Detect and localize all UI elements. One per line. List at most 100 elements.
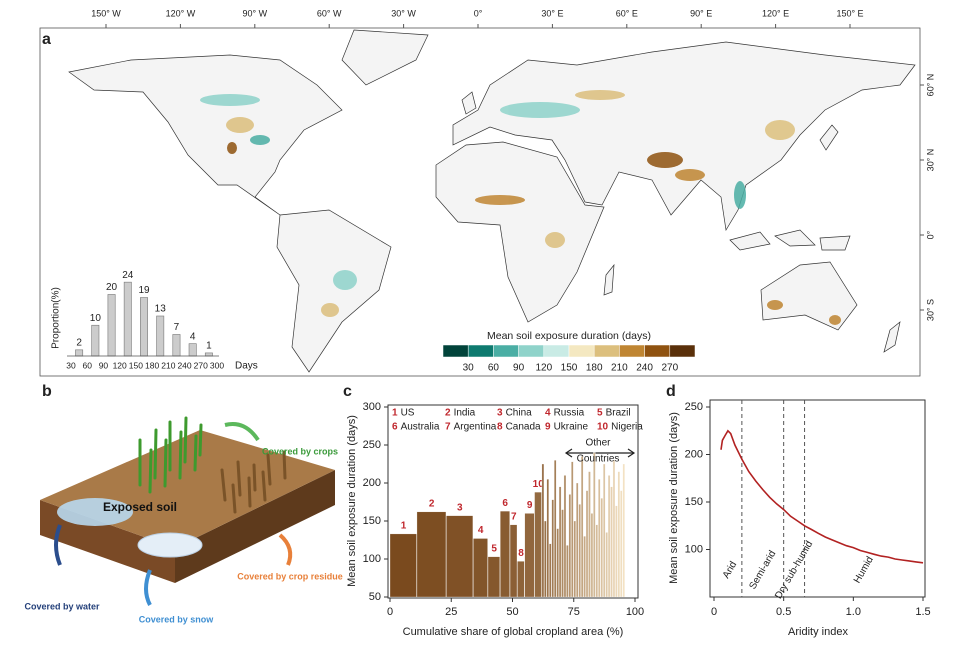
bar bbox=[595, 524, 598, 598]
bar-rank-label: 7 bbox=[511, 511, 517, 522]
legend-name: Argentina bbox=[454, 422, 497, 433]
bar bbox=[583, 536, 586, 598]
bar bbox=[620, 490, 623, 598]
illustration-label: Covered by crops bbox=[262, 446, 338, 456]
bar-rank-label: 4 bbox=[478, 525, 484, 536]
value-label: 4 bbox=[190, 331, 196, 342]
bar bbox=[580, 456, 584, 598]
lon-label: 150° E bbox=[836, 8, 863, 18]
value-label: 2 bbox=[76, 337, 82, 348]
lat-label: 0° bbox=[925, 230, 935, 239]
colorbar-tick: 240 bbox=[636, 363, 653, 374]
histogram-bar bbox=[91, 324, 100, 357]
x-tick-label: 0 bbox=[711, 606, 717, 618]
legend-name: Brazil bbox=[606, 408, 631, 419]
bar bbox=[571, 461, 574, 598]
zone-label: Arid bbox=[721, 560, 739, 581]
y-tick-label: 150 bbox=[363, 515, 381, 527]
bar-rank-label: 9 bbox=[527, 500, 533, 511]
bar bbox=[541, 463, 545, 598]
bar bbox=[473, 538, 488, 598]
x-tick-label: 90 bbox=[99, 360, 109, 370]
bar bbox=[563, 475, 567, 598]
value-label: 19 bbox=[138, 285, 150, 296]
legend-rank: 1 bbox=[392, 408, 398, 419]
bar bbox=[607, 475, 611, 598]
y-tick-label: 50 bbox=[369, 591, 381, 603]
bar bbox=[566, 545, 569, 598]
x-tick-label: 0 bbox=[387, 606, 393, 618]
illustration-label: Covered by water bbox=[24, 601, 100, 611]
bar bbox=[500, 510, 510, 598]
legend-rank: 3 bbox=[497, 408, 503, 419]
bar bbox=[610, 486, 613, 598]
value-label: 13 bbox=[155, 304, 167, 315]
bar bbox=[524, 513, 535, 598]
bar bbox=[554, 460, 557, 598]
x-tick-label: 25 bbox=[445, 606, 457, 618]
x-axis-label: Cumulative share of global cropland area… bbox=[403, 626, 624, 638]
bar bbox=[561, 509, 564, 598]
soil-illustration bbox=[40, 416, 335, 606]
bar bbox=[556, 528, 559, 598]
bar bbox=[549, 543, 552, 598]
x-tick-label: 0.5 bbox=[776, 606, 791, 618]
colorbar-tick: 90 bbox=[513, 363, 525, 374]
bar bbox=[578, 504, 581, 598]
colorbar-swatch bbox=[568, 344, 595, 358]
legend-rank: 2 bbox=[445, 408, 451, 419]
bar bbox=[617, 471, 621, 598]
y-axis-label: Mean soil exposure duration (days) bbox=[346, 415, 358, 587]
x-axis-label: Aridity index bbox=[788, 626, 848, 638]
bar bbox=[600, 498, 603, 598]
bar-rank-label: 5 bbox=[491, 543, 497, 554]
colorbar-swatch bbox=[442, 344, 469, 358]
y-tick-label: 150 bbox=[685, 496, 703, 508]
bar bbox=[593, 452, 596, 598]
x-tick-label: 240 bbox=[177, 360, 191, 370]
zone-label: Dry sub-humid bbox=[773, 539, 815, 601]
bar bbox=[517, 561, 525, 598]
y-tick-label: 250 bbox=[685, 401, 703, 413]
histogram-bar bbox=[172, 334, 181, 357]
histogram-bar bbox=[188, 343, 197, 357]
colorbar-tick: 150 bbox=[561, 363, 578, 374]
bar bbox=[590, 513, 594, 598]
illustration-label: Covered by snow bbox=[139, 614, 215, 624]
lat-label: 30° N bbox=[925, 149, 935, 172]
value-label: 24 bbox=[122, 270, 134, 281]
x-tick-label: 1.0 bbox=[846, 606, 861, 618]
colorbar-tick: 120 bbox=[535, 363, 552, 374]
legend-rank: 6 bbox=[392, 422, 398, 433]
colorbar-swatch bbox=[518, 344, 545, 358]
bar bbox=[588, 471, 591, 598]
zone-label: Humid bbox=[852, 555, 876, 586]
bar bbox=[389, 533, 417, 598]
legend-name: Canada bbox=[506, 422, 541, 433]
x-tick-label: 75 bbox=[568, 606, 580, 618]
histogram-bar bbox=[156, 315, 165, 357]
bar bbox=[603, 463, 606, 598]
legend-name: China bbox=[506, 408, 533, 419]
legend-name: US bbox=[401, 408, 415, 419]
colorbar-tick: 180 bbox=[586, 363, 603, 374]
colorbar-swatch bbox=[644, 344, 671, 358]
lon-label: 60° W bbox=[317, 8, 342, 18]
legend-name: India bbox=[454, 408, 476, 419]
bar bbox=[416, 511, 447, 598]
histogram-bar bbox=[75, 349, 84, 357]
bar bbox=[573, 520, 576, 598]
bar-rank-label: 2 bbox=[429, 499, 435, 510]
illustration-label: Covered by crop residue bbox=[237, 571, 343, 581]
y-axis-label: Proportion(%) bbox=[51, 287, 62, 349]
zone-label: Semi-arid bbox=[747, 549, 778, 592]
x-tick-label: 180 bbox=[145, 360, 159, 370]
colorbar-swatch bbox=[467, 344, 494, 358]
legend-rank: 5 bbox=[597, 408, 603, 419]
map-land bbox=[68, 29, 916, 373]
bar-rank-label: 8 bbox=[518, 548, 524, 559]
lon-label: 30° E bbox=[541, 8, 563, 18]
colorbar-swatch bbox=[593, 344, 620, 358]
colorbar-tick: 210 bbox=[611, 363, 628, 374]
histogram-bar bbox=[107, 294, 116, 357]
